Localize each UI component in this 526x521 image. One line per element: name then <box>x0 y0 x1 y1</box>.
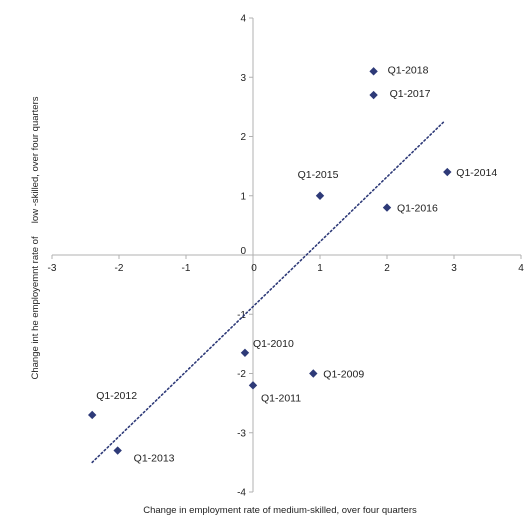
point-label: Q1-2012 <box>96 390 137 402</box>
point-label: Q1-2016 <box>397 203 438 215</box>
data-point-marker <box>248 381 258 390</box>
data-points <box>88 67 452 455</box>
x-tick-label: -2 <box>115 263 124 274</box>
y-tick-label: -1 <box>237 310 246 321</box>
x-tick-label: 1 <box>317 263 323 274</box>
trendline <box>91 120 445 464</box>
trendline-group <box>91 120 445 464</box>
x-tick-label: -3 <box>48 263 57 274</box>
data-point-marker <box>240 348 250 357</box>
y-tick-label: -4 <box>237 488 246 499</box>
y-tick-label: 4 <box>240 14 246 25</box>
x-tick-label: 0 <box>251 263 257 274</box>
x-tick-label: -1 <box>182 263 191 274</box>
point-label: Q1-2014 <box>456 167 497 179</box>
point-label: Q1-2010 <box>253 338 294 350</box>
point-label: Q1-2018 <box>388 64 429 76</box>
y-tick-label: 0 <box>240 246 246 257</box>
point-labels: Q1-2009 Q1-2010 Q1-2011 Q1-2012 Q1-2013 Q1-20… <box>96 64 497 464</box>
data-point-marker <box>88 410 97 420</box>
y-axis-title: Change int he employemnt rate of low -sk… <box>30 96 41 379</box>
y-tick-label: 2 <box>240 132 246 143</box>
data-point-marker <box>369 90 378 100</box>
axes: -3 -2 -1 0 1 2 3 4 -4 -3 -2 -1 0 1 2 3 4 <box>48 14 525 499</box>
data-point-marker <box>369 67 378 76</box>
x-tick-label: 2 <box>384 263 390 274</box>
data-point-marker <box>113 446 122 455</box>
y-tick-label: -3 <box>237 428 246 439</box>
data-point-marker <box>382 203 392 212</box>
data-point-marker <box>315 191 325 200</box>
y-tick-label: 3 <box>240 73 246 84</box>
x-axis-title: Change in employment rate of medium-skil… <box>143 505 417 516</box>
y-tick-label: -2 <box>237 369 246 380</box>
x-tick-label: 4 <box>518 263 524 274</box>
point-label: Q1-2009 <box>323 369 364 381</box>
point-label: Q1-2011 <box>261 392 301 404</box>
point-label: Q1-2013 <box>134 453 175 465</box>
point-label: Q1-2017 <box>390 88 431 100</box>
data-point-marker <box>309 369 318 378</box>
x-tick-label: 3 <box>451 263 457 274</box>
data-point-marker <box>443 167 452 177</box>
y-tick-label: 1 <box>240 191 246 202</box>
point-label: Q1-2015 <box>298 169 339 181</box>
